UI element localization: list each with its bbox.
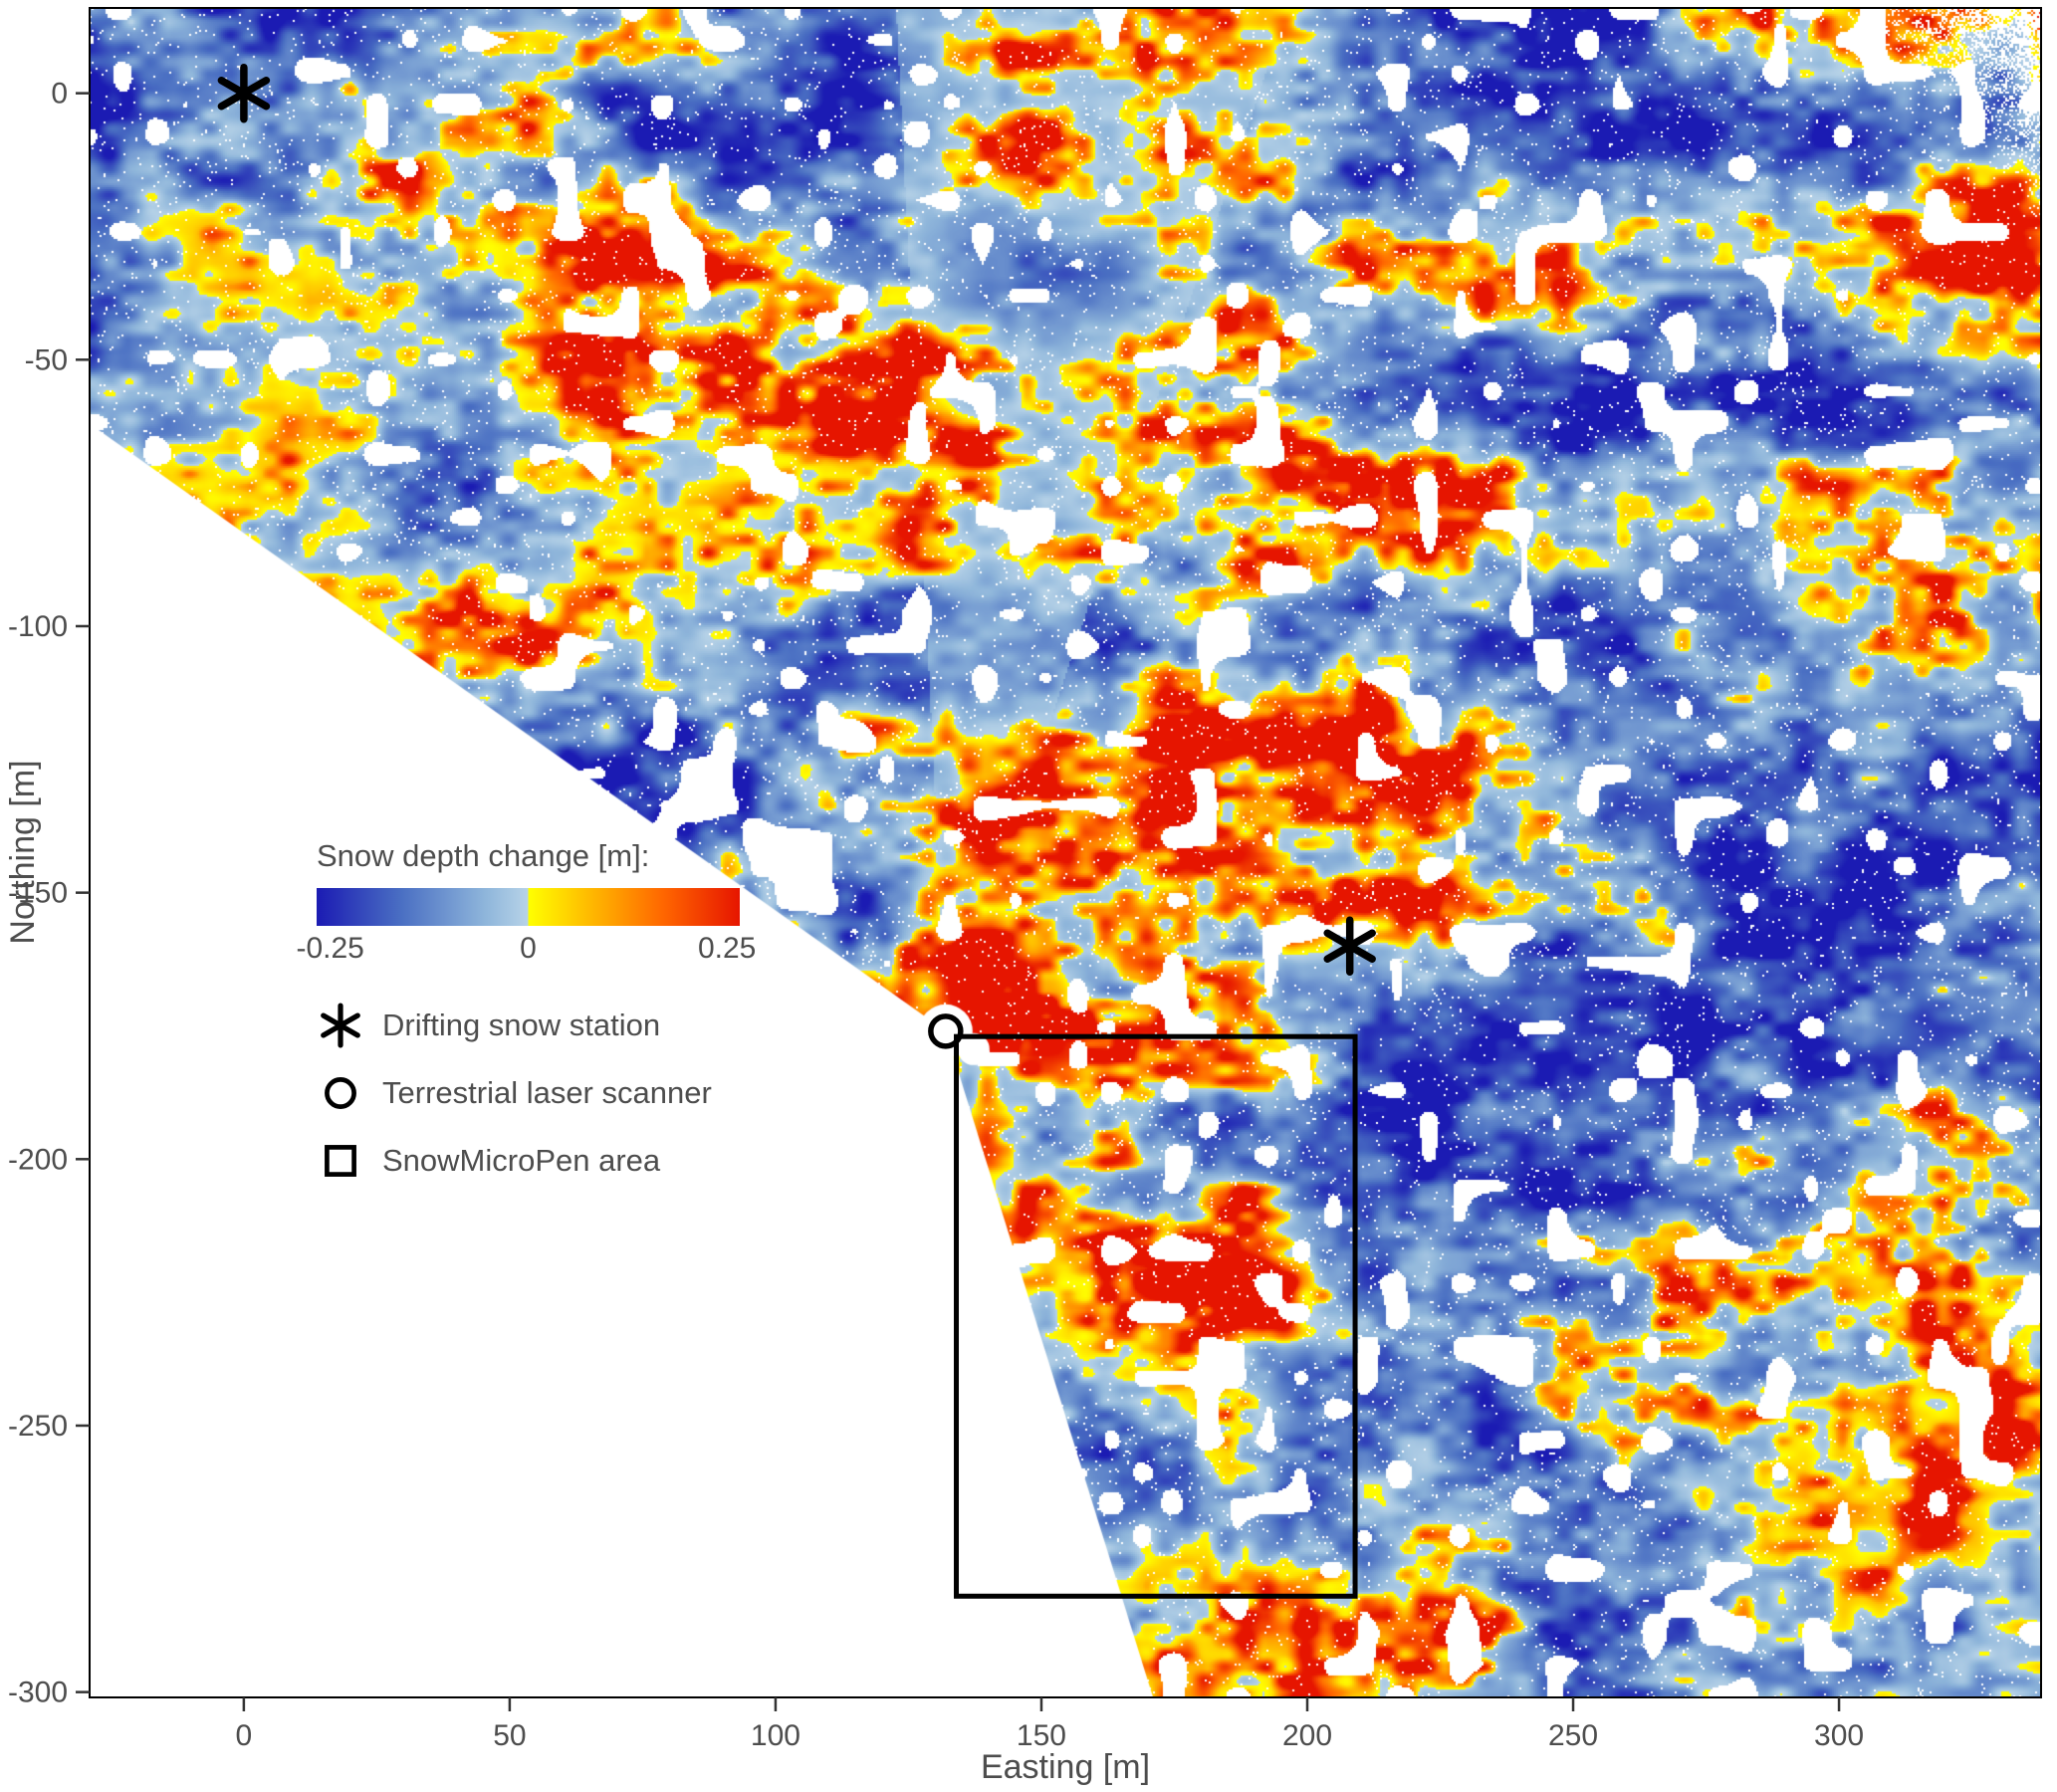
legend-item-label: Terrestrial laser scanner: [382, 1075, 712, 1110]
y-tick-label: -50: [25, 343, 68, 376]
legend: Snow depth change [m]: -0.25 0 0.25 Drif…: [296, 838, 814, 1195]
legend-items: Drifting snow station Terrestrial laser …: [317, 992, 814, 1195]
legend-item-label: Drifting snow station: [382, 1008, 661, 1042]
x-tick-label: 100: [751, 1719, 800, 1752]
colorbar-labels: -0.25 0 0.25: [296, 932, 756, 972]
x-tick-label: 250: [1548, 1719, 1598, 1752]
plot-frame: [89, 7, 2042, 1698]
x-tick-label: 0: [236, 1719, 253, 1752]
y-tick-label: -300: [8, 1677, 68, 1709]
asterisk-icon: [317, 1002, 364, 1049]
colorbar-max-label: 0.25: [697, 932, 757, 965]
y-axis: 0 -50 -100 -150 -200 -250 -300: [8, 78, 90, 1709]
colorbar-zero-label: 0: [520, 932, 537, 965]
y-tick-label: -200: [8, 1143, 68, 1176]
colorbar-min-label: -0.25: [296, 932, 364, 965]
colorbar-title: Snow depth change [m]:: [317, 838, 650, 873]
x-axis-title: Easting [m]: [981, 1748, 1150, 1786]
x-axis: 0 50 100 150 200 250 300: [236, 1697, 1864, 1752]
terrestrial-laser-scanner-marker: [928, 1013, 964, 1049]
drifting-snow-station-marker: [1323, 916, 1376, 976]
y-tick-label: -150: [8, 877, 68, 910]
legend-item-snowmicropen-area: SnowMicroPen area: [317, 1127, 814, 1195]
colorbar-gradient: [317, 888, 740, 926]
x-tick-label: 300: [1814, 1719, 1864, 1752]
y-tick-label: 0: [51, 78, 68, 111]
legend-item-terrestrial-laser-scanner: Terrestrial laser scanner: [317, 1059, 814, 1127]
y-tick-label: -250: [8, 1410, 68, 1443]
snow-depth-change-map: [90, 8, 2041, 1697]
circle-icon: [317, 1069, 364, 1117]
x-tick-label: 50: [493, 1719, 526, 1752]
square-icon: [317, 1137, 364, 1185]
y-tick-label: -100: [8, 610, 68, 643]
legend-item-drifting-snow-station: Drifting snow station: [317, 992, 814, 1059]
x-tick-label: 200: [1282, 1719, 1332, 1752]
legend-item-label: SnowMicroPen area: [382, 1143, 661, 1178]
snowmicropen-area-rect: [954, 1033, 1358, 1599]
y-axis-title: Northing [m]: [4, 760, 42, 944]
x-tick-label: 150: [1017, 1719, 1066, 1752]
drifting-snow-station-marker: [217, 63, 271, 123]
